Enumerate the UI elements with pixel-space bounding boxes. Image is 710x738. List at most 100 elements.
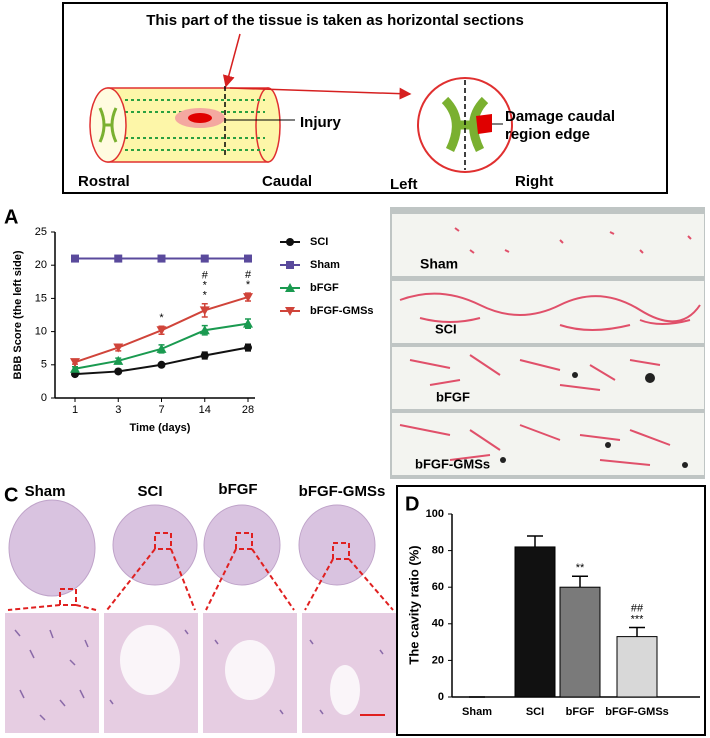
y-tick-label: 15	[35, 292, 47, 304]
footprint-label: Sham	[420, 256, 458, 272]
point	[156, 326, 167, 336]
footprint-label: bFGF	[436, 389, 470, 404]
point	[71, 254, 79, 263]
point	[200, 254, 209, 263]
point	[157, 254, 166, 263]
y-tick-label: 60	[432, 581, 444, 593]
y-axis-title: The cavity ratio (%)	[406, 545, 421, 664]
point	[243, 318, 253, 328]
legend-marker	[286, 261, 294, 269]
diagram: This part of the tissue is taken as hori…	[62, 2, 668, 194]
bar	[616, 636, 658, 698]
x-tick-label: bFGF	[566, 706, 595, 718]
bar	[559, 586, 601, 698]
histology-panel: Sham SCI bFGF bFGF-GMSs	[5, 481, 396, 733]
rostral-label: Rostral	[78, 173, 130, 190]
point	[244, 343, 252, 352]
histology-label: SCI	[137, 483, 162, 500]
panel-label: A	[4, 206, 18, 228]
point	[70, 363, 80, 373]
point	[200, 351, 209, 360]
bar	[514, 546, 556, 698]
significance-mark: *	[246, 279, 251, 291]
histology-label: Sham	[25, 483, 66, 500]
legend-marker	[285, 283, 295, 292]
panel-label: C	[4, 484, 18, 506]
arrow	[229, 87, 412, 100]
y-axis-title: BBB Score (the left side)	[12, 250, 24, 379]
y-tick-label: 10	[35, 326, 47, 338]
point	[114, 254, 123, 263]
legend-marker	[285, 307, 295, 316]
legend-marker	[286, 238, 294, 246]
cell-texture	[14, 629, 384, 721]
significance-mark: *	[203, 290, 208, 302]
legend-label: Sham	[310, 259, 340, 271]
panel-label: D	[405, 493, 419, 515]
damage-region	[476, 114, 492, 134]
footprint-label: SCI	[435, 321, 457, 336]
footprint-dots	[500, 372, 688, 468]
point	[199, 306, 210, 316]
y-tick-label: 0	[41, 392, 47, 404]
point	[156, 343, 167, 353]
damage-label: region edge	[505, 126, 590, 143]
legend-label: bFGF	[310, 282, 339, 294]
point	[243, 293, 253, 303]
damage-label: Damage caudal	[505, 108, 615, 125]
footprint-label: bFGF-GMSs	[415, 456, 490, 471]
x-tick-label: 3	[115, 404, 121, 416]
significance-mark: #	[202, 270, 209, 282]
legend-label: SCI	[310, 236, 328, 248]
x-axis-title: Time (days)	[130, 422, 191, 434]
footprints	[399, 227, 701, 466]
point	[70, 358, 80, 368]
footprint-strips	[392, 214, 704, 475]
injury-label: Injury	[300, 114, 341, 131]
significance-mark: *	[159, 312, 164, 324]
error-bar	[527, 535, 543, 547]
y-tick-label: 20	[432, 654, 444, 666]
point	[199, 325, 210, 335]
x-tick-label: 1	[72, 404, 78, 416]
cord-end	[255, 87, 281, 163]
footprint-panel: Sham SCI bFGF bFGF-GMSs	[390, 207, 705, 479]
y-tick-label: 80	[432, 545, 444, 557]
x-tick-label: Sham	[462, 706, 492, 718]
significance-mark: ##	[631, 602, 644, 614]
y-tick-label: 40	[432, 618, 444, 630]
injury-core	[188, 113, 212, 123]
error-bar	[572, 575, 588, 588]
point	[157, 360, 166, 369]
left-label: Left	[390, 176, 418, 193]
significance-mark: ***	[631, 613, 645, 625]
y-tick-label: 25	[35, 226, 47, 238]
y-tick-label: 5	[41, 359, 47, 371]
significance-mark: **	[576, 562, 585, 574]
significance-mark: *	[203, 280, 208, 292]
y-tick-label: 100	[426, 508, 444, 520]
x-tick-label: 14	[199, 404, 211, 416]
cavities	[120, 625, 360, 715]
histology-label: bFGF-GMSs	[299, 483, 386, 500]
arrow	[222, 33, 241, 88]
point	[244, 254, 252, 263]
gray-matter	[98, 107, 118, 143]
point	[113, 343, 124, 353]
zoom-indicators	[7, 532, 394, 611]
diagram-title: This part of the tissue is taken as hori…	[146, 12, 524, 29]
x-tick-label: bFGF-GMSs	[605, 706, 669, 718]
error-bar	[629, 626, 645, 637]
x-tick-label: 28	[242, 404, 254, 416]
histology-label: bFGF	[218, 481, 257, 498]
x-tick-label: 7	[158, 404, 164, 416]
right-label: Right	[515, 173, 553, 190]
legend-label: bFGF-GMSs	[310, 305, 374, 317]
significance-mark: #	[245, 269, 252, 281]
point	[114, 367, 123, 376]
y-tick-label: 0	[438, 691, 444, 703]
caudal-label: Caudal	[262, 173, 312, 190]
cord-tracts	[125, 99, 265, 151]
x-tick-label: SCI	[526, 706, 544, 718]
